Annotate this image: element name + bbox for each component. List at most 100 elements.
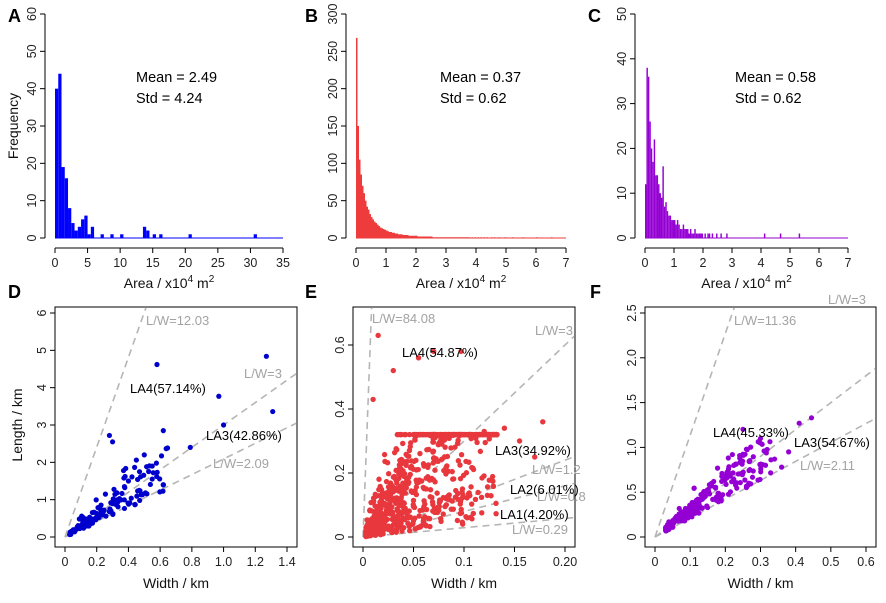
histogram-bar <box>423 236 425 238</box>
x-tick-label: 0.6 <box>151 555 168 569</box>
scatter-point <box>481 473 487 479</box>
scatter-point <box>160 428 166 434</box>
scatter-point <box>122 485 128 491</box>
scatter-point <box>415 355 422 361</box>
histogram-bar <box>378 226 380 238</box>
scatter-point <box>704 503 710 509</box>
scatter-point <box>429 499 436 505</box>
scatter-point <box>762 462 769 468</box>
ratio-line-label: L/W=3 <box>535 323 573 338</box>
scatter-point <box>381 451 388 458</box>
panel-a: 0 5 10 15 20 25 30 35 0 10 20 30 40 50 60 Area / x104 m… <box>5 6 290 291</box>
histogram-bar <box>360 174 362 238</box>
plot-body <box>654 308 875 538</box>
scatter-points <box>662 415 815 534</box>
scatter-point <box>663 524 669 530</box>
scatter-point <box>373 527 379 533</box>
y-axis-label: Length / km <box>9 388 25 461</box>
scatter-point <box>489 473 496 480</box>
scatter-point <box>138 492 144 498</box>
y-tick-label: 10 <box>615 186 629 200</box>
scatter-point <box>270 408 276 415</box>
scatter-point <box>450 476 456 482</box>
histogram-bar <box>366 206 368 238</box>
x-tick-label: 0.1 <box>681 555 698 569</box>
scatter-point <box>410 497 417 504</box>
histogram-bar <box>679 229 682 238</box>
x-axis-label: Width / km <box>143 575 209 591</box>
histogram-bar <box>704 233 706 238</box>
scatter-point <box>402 490 409 496</box>
scatter-point <box>136 469 143 475</box>
scatter-point <box>132 464 138 470</box>
x-tick-label: 6 <box>816 256 823 270</box>
scatter-point <box>125 478 132 484</box>
scatter-point <box>381 493 388 499</box>
scatter-point <box>144 464 150 470</box>
scatter-point <box>426 515 432 522</box>
x-axis-label: Area / x104 m2 <box>416 274 507 291</box>
x-tick-label: 0.5 <box>822 555 839 569</box>
ratio-line-label: L/W=3 <box>828 292 866 307</box>
scatter-point <box>434 490 440 496</box>
scatter-point <box>146 468 152 475</box>
x-tick-label: 0.8 <box>183 555 200 569</box>
scatter-point <box>709 480 715 486</box>
histogram-bar <box>81 219 85 238</box>
plot-body <box>64 308 296 538</box>
histogram-bar <box>689 229 692 238</box>
y-tick-label: 150 <box>326 116 340 137</box>
scatter-point <box>714 465 721 471</box>
scatter-point <box>723 481 729 487</box>
y-tick-label: 5 <box>35 347 49 354</box>
scatter-point <box>747 457 753 464</box>
scatter-point <box>417 450 423 457</box>
scatter-point <box>397 498 403 505</box>
histogram-bar <box>374 221 376 238</box>
scatter-point <box>390 522 396 528</box>
histogram-bar <box>658 184 660 238</box>
scatter-point <box>406 508 412 514</box>
scatter-point <box>473 435 479 441</box>
histogram-bar <box>660 197 663 238</box>
histogram-bar <box>656 175 659 238</box>
y-tick-label: 50 <box>615 7 629 21</box>
scatter-point <box>670 524 676 530</box>
histogram-bar <box>681 229 683 238</box>
scatter-point <box>532 454 538 460</box>
histogram-bar <box>684 229 686 238</box>
scatter-point <box>449 498 455 504</box>
y-tick-label: 30 <box>25 119 39 133</box>
scatter-point <box>390 367 396 374</box>
histogram-bar <box>87 234 91 238</box>
histogram-bar <box>64 178 69 238</box>
y-tick-label: 1.0 <box>625 439 639 456</box>
scatter-point <box>468 484 474 490</box>
scatter-point <box>690 508 696 514</box>
scatter-point <box>108 500 114 506</box>
scatter-point <box>466 459 472 465</box>
scatter-point <box>380 516 386 522</box>
scatter-point <box>481 428 487 435</box>
x-tick-label: 3 <box>729 256 736 270</box>
scatter-point <box>365 528 371 535</box>
ratio-line-label: L/W=2.09 <box>213 456 269 471</box>
scatter-point <box>163 446 169 452</box>
scatter-point <box>490 483 497 489</box>
scatter-points <box>363 332 546 540</box>
ratio-line-label: L/W=2.11 <box>800 458 855 473</box>
scatter-point <box>445 468 451 475</box>
y-tick-label: 0 <box>326 234 340 241</box>
y-tick-label: 200 <box>326 78 340 99</box>
histogram-bar <box>697 233 699 238</box>
scatter-point <box>484 492 491 499</box>
histogram-bar <box>659 193 661 238</box>
group-label: LA1(4.20%) <box>500 507 569 522</box>
scatter-point <box>157 489 163 495</box>
x-tick-label: 1 <box>671 256 678 270</box>
scatter-point <box>493 510 499 517</box>
scatter-point <box>404 479 410 485</box>
x-tick-label: 0.4 <box>120 555 137 569</box>
scatter-point <box>478 494 485 501</box>
scatter-point <box>700 495 706 502</box>
